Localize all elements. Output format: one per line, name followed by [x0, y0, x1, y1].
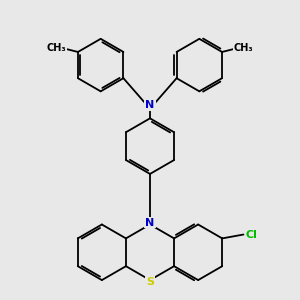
Text: Cl: Cl [246, 230, 258, 239]
Text: S: S [146, 277, 154, 287]
Text: N: N [146, 100, 154, 110]
Text: N: N [146, 218, 154, 228]
Text: CH₃: CH₃ [47, 43, 67, 53]
Text: CH₃: CH₃ [233, 43, 253, 53]
